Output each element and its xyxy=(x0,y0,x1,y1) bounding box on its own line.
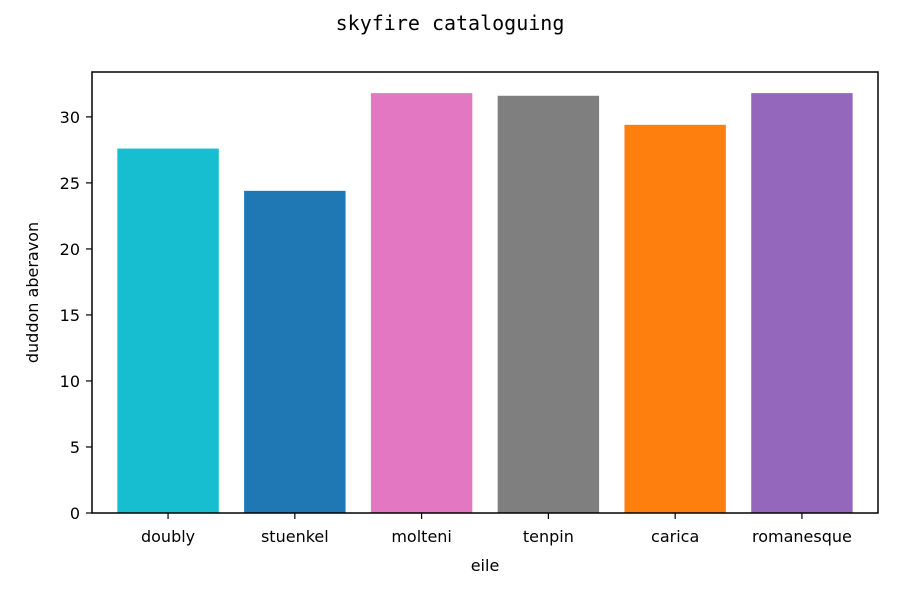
bar-romanesque xyxy=(751,93,853,514)
x-tick-label: carica xyxy=(651,527,699,546)
x-tick-label: tenpin xyxy=(523,527,574,546)
y-axis-ticks: 0 5 10 15 20 25 30 xyxy=(60,108,92,523)
y-axis-label: duddon aberavon xyxy=(23,222,42,363)
bar-tenpin xyxy=(497,95,600,513)
plot-frame xyxy=(91,71,879,514)
bar-stuenkel xyxy=(244,190,346,513)
y-tick-label: 25 xyxy=(60,174,80,193)
y-tick-label: 20 xyxy=(60,240,80,259)
y-tick-label: 30 xyxy=(60,108,80,127)
bars xyxy=(117,93,853,514)
chart-title: skyfire cataloguing xyxy=(336,11,565,35)
x-tick-label: molteni xyxy=(391,527,452,546)
x-tick-label: romanesque xyxy=(752,527,852,546)
x-tick-label: stuenkel xyxy=(261,527,329,546)
x-axis-ticks: doubly stuenkel molteni tenpin carica romanes… xyxy=(141,513,852,546)
bar-carica xyxy=(624,124,726,514)
x-axis-label: eile xyxy=(471,556,500,575)
y-tick-label: 10 xyxy=(60,372,80,391)
y-tick-label: 5 xyxy=(70,438,80,457)
x-tick-label: doubly xyxy=(141,527,195,546)
y-tick-label: 15 xyxy=(60,306,80,325)
bar-molteni xyxy=(370,93,473,514)
bar-doubly xyxy=(117,148,219,513)
y-tick-label: 0 xyxy=(70,504,80,523)
